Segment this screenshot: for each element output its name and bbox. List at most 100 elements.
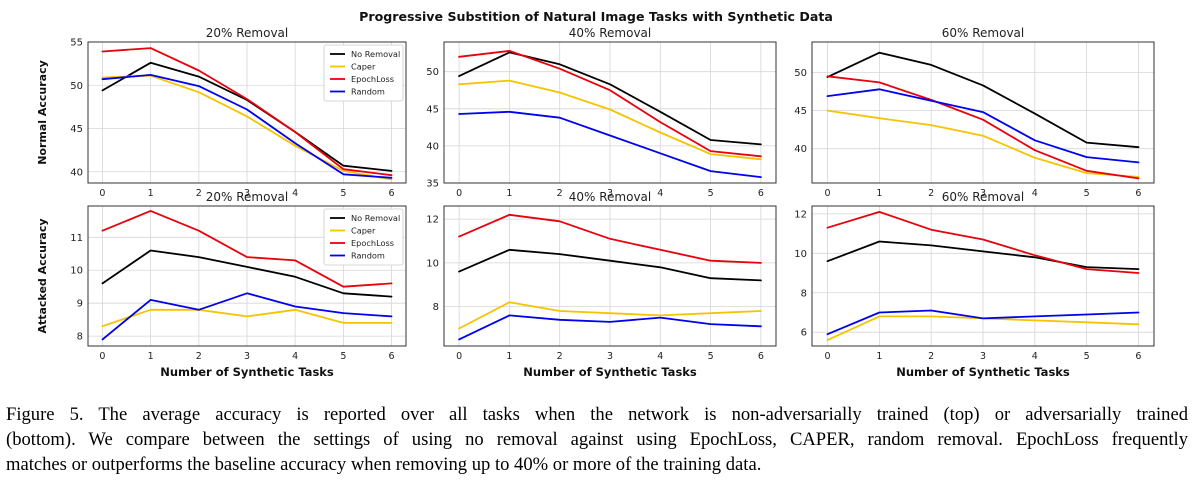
y-tick-label: 8 [801, 288, 807, 299]
series-line-caper [101, 308, 393, 328]
y-tick-label: 11 [70, 233, 83, 244]
series-line-no-removal [826, 51, 1140, 149]
series-line-epochloss [101, 47, 393, 177]
x-tick-label: 2 [196, 351, 202, 362]
legend-label: EpochLoss [351, 238, 394, 248]
y-tick-label: 45 [426, 104, 439, 115]
x-tick-label: 3 [607, 188, 613, 199]
x-tick-label: 6 [1135, 351, 1141, 362]
x-tick-label: 2 [196, 188, 202, 199]
series-line-epochloss [826, 75, 1140, 180]
series-line-no-removal [101, 249, 393, 298]
x-tick-label: 2 [557, 351, 563, 362]
plot-frame [811, 205, 1155, 347]
y-tick-label: 10 [70, 266, 83, 277]
legend-label: No Removal [351, 49, 400, 59]
y-tick-label: 50 [70, 81, 83, 92]
caption-line-2: (bottom). We compare between the setting… [6, 429, 1188, 450]
legend-label: Random [351, 87, 385, 97]
x-tick-label: 0 [825, 351, 831, 362]
legend: No Removal Caper EpochLoss Random [323, 208, 404, 266]
figure: Progressive Substition of Natural Image … [36, 9, 1155, 379]
x-tick-label: 5 [1084, 351, 1090, 362]
legend: No Removal Caper EpochLoss Random [323, 44, 404, 102]
y-tick-label: 35 [426, 179, 439, 190]
x-tick-label: 2 [928, 188, 934, 199]
y-tick-label: 10 [426, 258, 439, 269]
series-line-epochloss [458, 50, 762, 158]
panel-title: 60% Removal [942, 26, 1025, 40]
y-tick-label: 50 [426, 67, 439, 78]
series-line-caper [826, 109, 1140, 178]
series-line-random [826, 88, 1140, 164]
x-tick-label: 6 [758, 188, 764, 199]
x-tick-label: 5 [708, 188, 714, 199]
x-tick-label: 5 [340, 351, 346, 362]
y-tick-label: 6 [801, 328, 807, 339]
x-axis-label: Number of Synthetic Tasks [160, 365, 334, 379]
x-tick-label: 1 [876, 351, 882, 362]
x-tick-label: 6 [389, 188, 395, 199]
series-line-epochloss [458, 213, 762, 264]
x-axis-label: Number of Synthetic Tasks [896, 365, 1070, 379]
x-tick-label: 4 [292, 188, 298, 199]
series-line-caper [458, 79, 762, 161]
legend-box [323, 44, 404, 102]
y-tick-label: 12 [794, 209, 807, 220]
x-tick-label: 1 [876, 188, 882, 199]
caption-line-3: matches or outperforms the baseline accu… [6, 454, 762, 475]
legend-label: No Removal [351, 213, 400, 223]
x-tick-label: 3 [980, 351, 986, 362]
y-tick-label: 40 [70, 167, 83, 178]
y-axis-label: Normal Accuracy [36, 60, 49, 165]
panel-title: 20% Removal [206, 26, 289, 40]
series-line-epochloss [101, 209, 393, 288]
x-tick-label: 0 [456, 188, 462, 199]
x-tick-label: 6 [389, 351, 395, 362]
legend-label: Caper [351, 62, 376, 72]
figure-caption: Figure 5. The average accuracy is report… [6, 402, 1188, 477]
y-tick-label: 45 [794, 106, 807, 117]
x-tick-label: 1 [506, 188, 512, 199]
y-tick-label: 12 [426, 215, 439, 226]
series-line-caper [458, 301, 762, 330]
x-tick-label: 2 [928, 351, 934, 362]
series-line-random [101, 292, 393, 341]
x-tick-label: 3 [244, 351, 250, 362]
x-tick-label: 1 [148, 188, 154, 199]
series-line-no-removal [458, 51, 762, 146]
x-tick-label: 6 [758, 351, 764, 362]
caption-line-1: Figure 5. The average accuracy is report… [6, 404, 1188, 425]
x-tick-label: 4 [292, 351, 298, 362]
y-tick-label: 40 [426, 141, 439, 152]
x-tick-label: 4 [657, 188, 663, 199]
series-line-random [101, 74, 393, 179]
y-tick-label: 45 [70, 124, 83, 135]
x-tick-label: 1 [506, 351, 512, 362]
x-tick-label: 0 [825, 188, 831, 199]
x-tick-label: 1 [148, 351, 154, 362]
legend-label: Caper [351, 226, 376, 236]
panel-title: 60% Removal [942, 190, 1025, 204]
series-line-no-removal [826, 240, 1140, 271]
legend-box [323, 208, 404, 266]
series-line-random [458, 314, 762, 341]
panel-title: 20% Removal [206, 190, 289, 204]
plot-frame [443, 41, 777, 184]
panel-title: 40% Removal [569, 26, 652, 40]
plot-frame [811, 41, 1155, 184]
y-tick-label: 50 [794, 68, 807, 79]
y-axis-label: Attacked Accuracy [36, 218, 49, 333]
x-tick-label: 0 [99, 351, 105, 362]
x-tick-label: 3 [980, 188, 986, 199]
legend-label: Random [351, 251, 385, 261]
x-tick-label: 5 [1084, 188, 1090, 199]
y-tick-label: 9 [77, 299, 83, 310]
panel-title: 40% Removal [569, 190, 652, 204]
